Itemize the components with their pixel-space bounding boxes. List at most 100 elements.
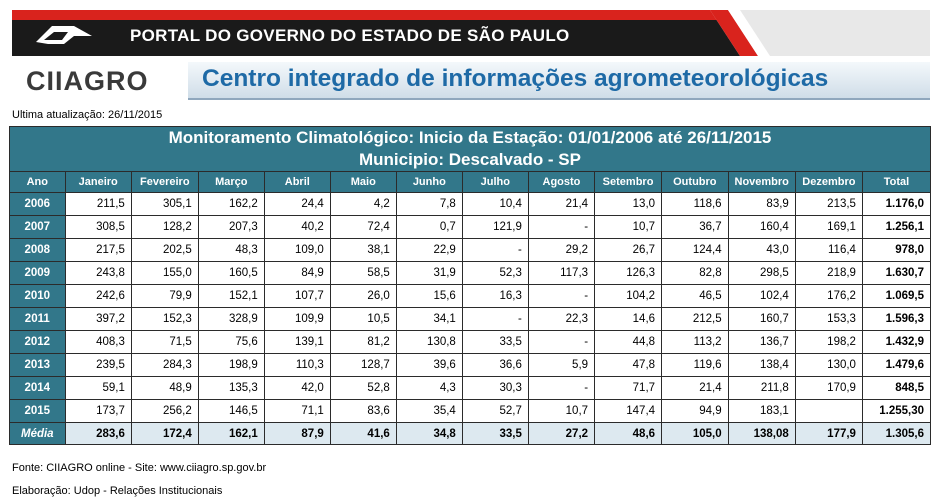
table-cell: 170,9 (794, 376, 863, 400)
table-row: 2010 242,6 79,9 152,1 107,7 26,0 15,6 16,3-104,… (9, 284, 932, 308)
column-header: Novembro (727, 171, 796, 193)
table-cell: 10,5 (329, 307, 397, 331)
row-year: 2007 (9, 215, 66, 239)
table-cell: 81,2 (329, 330, 397, 354)
table-row: 2009 243,8 155,0 160,5 84,9 58,5 31,9 52,3 117,3… (9, 261, 932, 285)
table-cell: 4,3 (395, 376, 463, 400)
table-title-line2: Municipio: Descalvado - SP (359, 150, 581, 169)
table-title-line1: Monitoramento Climatológico: Inicio da E… (168, 128, 772, 147)
table-cell: 212,5 (661, 307, 729, 331)
column-header: Fevereiro (130, 171, 199, 193)
table-cell: 284,3 (130, 353, 199, 377)
table-cell: 48,3 (197, 238, 265, 262)
table-cell: 160,4 (727, 215, 796, 239)
table-cell: 47,8 (594, 353, 663, 377)
table-title: Monitoramento Climatológico: Inicio da E… (9, 126, 931, 172)
table-cell: 75,6 (197, 330, 265, 354)
table-cell: 79,9 (130, 284, 199, 308)
source-note: Fonte: CIIAGRO online - Site: www.ciiagr… (12, 462, 267, 474)
table-cell: 52,8 (329, 376, 397, 400)
table-cell: 176,2 (794, 284, 863, 308)
table-cell: 22,3 (527, 307, 596, 331)
average-cell: 48,6 (594, 422, 663, 445)
table-cell: 10,7 (527, 399, 596, 423)
average-cell: 1.305,6 (861, 422, 932, 445)
table-cell: 42,0 (263, 376, 331, 400)
table-cell: - (527, 215, 596, 239)
table-cell: 109,0 (263, 238, 331, 262)
ciiagro-header: CIIAGRO Centro integrado de informações … (12, 62, 930, 104)
table-cell: 136,7 (727, 330, 796, 354)
table-cell: 16,3 (461, 284, 529, 308)
table-cell: 138,4 (727, 353, 796, 377)
table-cell: 71,1 (263, 399, 331, 423)
table-cell: 26,7 (594, 238, 663, 262)
table-cell: 162,2 (197, 192, 265, 216)
table-row: 2014 59,1 48,9 135,3 42,0 52,8 4,3 30,3-71,7 21,… (9, 376, 932, 400)
row-total: 1.596,3 (861, 307, 932, 331)
table-cell: 130,0 (794, 353, 863, 377)
row-total: 978,0 (861, 238, 932, 262)
row-year: 2012 (9, 330, 66, 354)
table-cell: 207,3 (197, 215, 265, 239)
table-cell: 40,2 (263, 215, 331, 239)
table-row: 2007 308,5 128,2 207,3 40,2 72,4 0,7 121,9-10,7… (9, 215, 932, 239)
row-total: 1.432,9 (861, 330, 932, 354)
row-total: 1.256,1 (861, 215, 932, 239)
table-cell: 124,4 (661, 238, 729, 262)
column-header: Setembro (594, 171, 663, 193)
table-cell: 7,8 (395, 192, 463, 216)
table-cell: 198,9 (197, 353, 265, 377)
table-cell: 198,2 (794, 330, 863, 354)
table-cell: 30,3 (461, 376, 529, 400)
table-cell: 217,5 (64, 238, 132, 262)
table-cell: 14,6 (594, 307, 663, 331)
table-row: 2013 239,5 284,3 198,9 110,3 128,7 39,6 36,6 5,9… (9, 353, 932, 377)
table-cell: 211,5 (64, 192, 132, 216)
table-cell: 397,2 (64, 307, 132, 331)
average-cell: 27,2 (527, 422, 596, 445)
ciiagro-tagline-box: Centro integrado de informações agromete… (188, 62, 930, 100)
table-cell: 243,8 (64, 261, 132, 285)
table-cell: 147,4 (594, 399, 663, 423)
banner-red-strip (12, 10, 930, 20)
column-header: Ano (9, 171, 66, 193)
table-cell: 113,2 (661, 330, 729, 354)
table-cell: 202,5 (130, 238, 199, 262)
sao-paulo-map-icon (36, 26, 92, 44)
average-label: Média (9, 422, 66, 445)
table-cell: 155,0 (130, 261, 199, 285)
table-cell: 107,7 (263, 284, 331, 308)
table-cell: 84,9 (263, 261, 331, 285)
table-header-row: Ano Janeiro Fevereiro Março Abril Maio Junho Ju… (9, 171, 932, 193)
table-cell: 118,6 (661, 192, 729, 216)
row-year: 2009 (9, 261, 66, 285)
table-cell: 43,0 (727, 238, 796, 262)
average-cell: 172,4 (130, 422, 199, 445)
table-row: 2006 211,5 305,1 162,2 24,4 4,2 7,8 10,4 21,4 13,… (9, 192, 932, 216)
table-cell: 4,2 (329, 192, 397, 216)
table-cell: 71,7 (594, 376, 663, 400)
table-cell: 121,9 (461, 215, 529, 239)
table-cell: 119,6 (661, 353, 729, 377)
table-cell: 152,3 (130, 307, 199, 331)
column-header: Junho (395, 171, 463, 193)
column-header: Total (861, 171, 932, 193)
table-cell: 58,5 (329, 261, 397, 285)
gov-portal-title[interactable]: PORTAL DO GOVERNO DO ESTADO DE SÃO PAULO (130, 26, 570, 45)
table-cell: 128,2 (130, 215, 199, 239)
ciiagro-logo[interactable]: CIIAGRO (26, 66, 149, 96)
table-cell: 35,4 (395, 399, 463, 423)
table-cell: 146,5 (197, 399, 265, 423)
table-cell: 308,5 (64, 215, 132, 239)
table-cell: 82,8 (661, 261, 729, 285)
row-total: 1.069,5 (861, 284, 932, 308)
table-cell: 160,5 (197, 261, 265, 285)
table-cell: 328,9 (197, 307, 265, 331)
table-cell: 71,5 (130, 330, 199, 354)
table-cell: 22,9 (395, 238, 463, 262)
table-cell: 24,4 (263, 192, 331, 216)
table-cell: 239,5 (64, 353, 132, 377)
table-cell: 33,5 (461, 330, 529, 354)
table-row: 2015 173,7 256,2 146,5 71,1 83,6 35,4 52,7 10,7 1… (9, 399, 932, 423)
